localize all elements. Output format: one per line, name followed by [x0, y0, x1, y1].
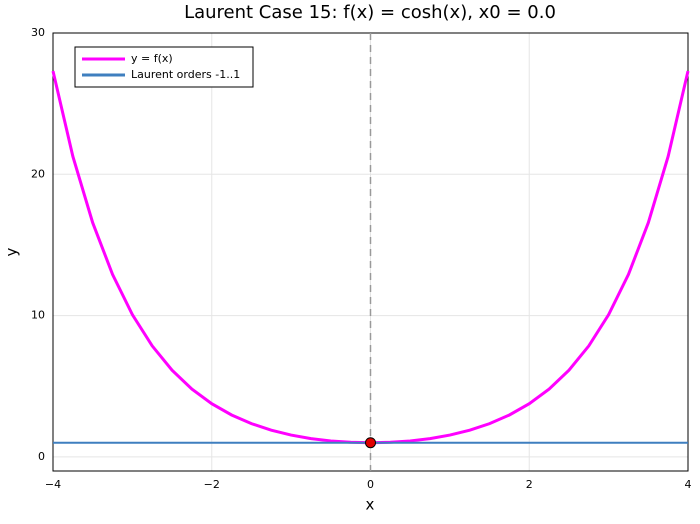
y-tick-label: 10: [31, 309, 45, 322]
y-axis-label: y: [3, 247, 21, 256]
marker-point: [365, 437, 376, 449]
legend-label: Laurent orders -1..1: [131, 68, 240, 81]
x-tick-label: −4: [45, 478, 61, 491]
x-tick-label: 4: [685, 478, 692, 491]
y-tick-label: 0: [38, 450, 45, 463]
x-tick-label: −2: [204, 478, 220, 491]
legend-box: [74, 46, 254, 88]
x-tick-label: 0: [367, 478, 374, 491]
chart-title: Laurent Case 15: f(x) = cosh(x), x0 = 0.…: [184, 2, 556, 23]
y-tick-label: 30: [31, 26, 45, 39]
legend-label: y = f(x): [131, 52, 173, 65]
x-tick-label: 2: [526, 478, 533, 491]
y-tick-label: 20: [31, 167, 45, 180]
x-axis-label: x: [366, 496, 375, 514]
